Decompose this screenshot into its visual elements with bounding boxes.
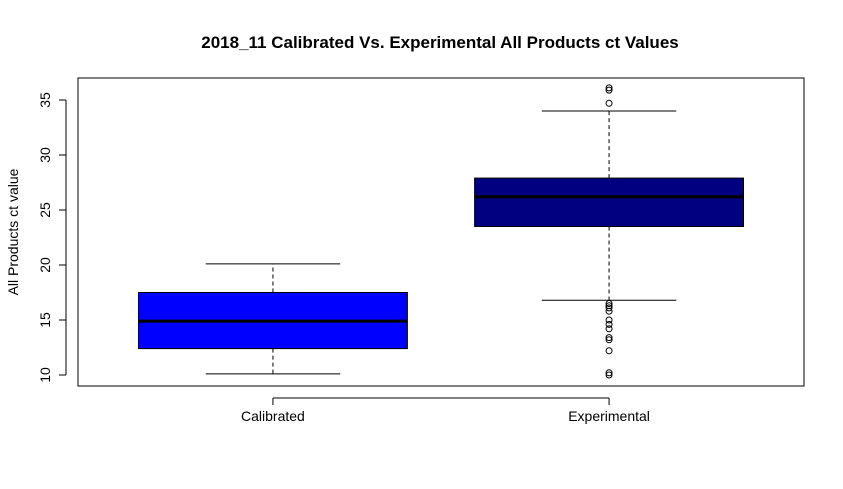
outlier-point [605,99,613,107]
box-series [138,84,744,379]
y-tick-label: 10 [37,367,53,383]
x-axis: Calibrated Experimental [241,397,650,424]
outlier-point [605,347,613,355]
box-experimental [474,84,744,379]
y-tick-label: 20 [37,257,53,273]
outlier-point [605,320,613,328]
outlier-point [605,369,613,377]
y-tick-label: 25 [37,202,53,218]
y-tick-label: 35 [37,92,53,108]
outlier-point [605,325,613,333]
plot-frame [77,77,805,387]
y-axis-label: All Products ct value [5,168,21,295]
outlier-point [605,86,613,94]
outlier-point [605,300,613,307]
box-calibrated [138,263,408,375]
y-axis: 10 15 20 25 30 35 [37,92,67,383]
outlier-point [605,371,613,379]
outlier-point [605,316,613,324]
outlier-point [605,302,613,310]
box-iqr [474,177,744,228]
x-tick-label: Experimental [568,408,650,424]
y-tick-label: 15 [37,312,53,328]
outlier-point [605,334,613,342]
y-tick-label: 30 [37,147,53,163]
outlier-point [605,304,613,312]
outlier-point [605,84,613,92]
chart-title: 2018_11 Calibrated Vs. Experimental All … [201,33,678,52]
outlier-point [605,336,613,344]
x-tick-label: Calibrated [241,408,305,424]
